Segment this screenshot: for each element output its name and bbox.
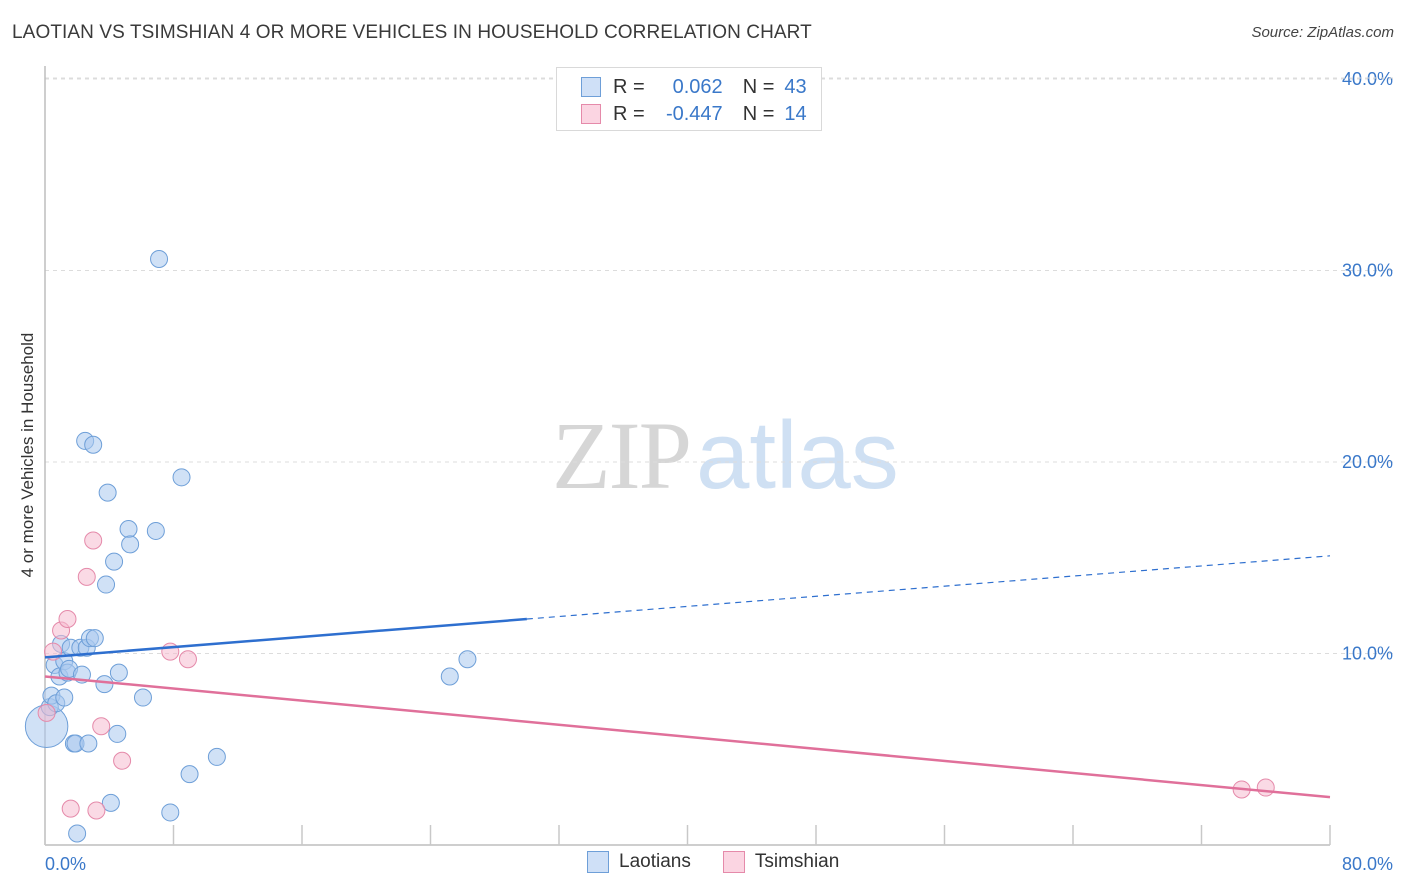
y-tick-label: 10.0%: [1342, 644, 1393, 664]
tsimshian-point: [61, 799, 80, 818]
laotians-point: [207, 747, 226, 766]
r-value-laotians: 0.062: [672, 75, 723, 98]
tsimshian-point: [37, 703, 56, 722]
laotians-legend-swatch: [587, 851, 609, 873]
laotians-point: [95, 675, 114, 694]
tsimshian-legend-swatch: [722, 851, 745, 873]
n-value-laotians: 43: [784, 75, 807, 98]
laotians-point: [109, 663, 128, 682]
tsimshian-point: [113, 751, 132, 770]
laotians-point: [440, 667, 459, 686]
laotians-point: [101, 793, 120, 812]
laotians-point: [146, 521, 165, 540]
tsimshian-point: [58, 610, 77, 629]
laotians-point: [97, 575, 116, 594]
tsimshian-point: [161, 642, 180, 661]
tsimshian-point: [92, 717, 111, 736]
r-value-tsimshian: -0.447: [665, 102, 723, 125]
laotians-swatch: [581, 77, 601, 97]
r-label: R =: [613, 75, 645, 98]
tsimshian-point: [84, 531, 103, 550]
laotians-point: [161, 803, 180, 822]
laotians-point: [458, 650, 477, 669]
n-value-tsimshian: 14: [784, 102, 807, 125]
correlation-legend: R = 0.062 N = 43 R = -0.447 N = 14: [556, 67, 822, 131]
laotians-point: [172, 468, 191, 487]
laotians-point: [98, 483, 117, 502]
tsimshian-trendline: [44, 675, 1331, 799]
laotians-point: [180, 765, 199, 784]
laotians-point: [133, 688, 152, 707]
legend-label-tsimshian: Tsimshian: [754, 851, 840, 872]
laotians-point: [105, 552, 124, 571]
x-tick-label: 80.0%: [1342, 854, 1393, 874]
legend-item-laotians: Laotians: [587, 851, 691, 873]
laotians-point: [68, 824, 87, 843]
laotians-point: [79, 734, 98, 753]
legend-label-laotians: Laotians: [619, 851, 691, 872]
n-label: N =: [742, 102, 775, 125]
n-label: N =: [742, 75, 775, 98]
tsimshian-point: [178, 650, 197, 669]
laotians-point: [121, 535, 140, 554]
laotians-trendline-extrapolated: [526, 555, 1331, 620]
tsimshian-point: [87, 801, 106, 820]
tsimshian-swatch: [581, 104, 601, 124]
r-label: R =: [613, 102, 645, 125]
source-credit: Source: ZipAtlas.com: [1251, 24, 1394, 41]
laotians-trendline: [44, 617, 527, 659]
x-tick-label: 0.0%: [45, 854, 86, 874]
chart-title: LAOTIAN VS TSIMSHIAN 4 OR MORE VEHICLES …: [12, 22, 812, 43]
legend-item-tsimshian: Tsimshian: [722, 851, 840, 873]
laotians-point: [55, 688, 74, 707]
tsimshian-point: [1256, 778, 1275, 797]
laotians-point: [150, 250, 169, 269]
y-tick-label: 40.0%: [1342, 69, 1393, 89]
laotians-point: [84, 435, 103, 454]
legend-row-tsimshian: R = -0.447 N = 14: [581, 101, 807, 127]
legend-row-laotians: R = 0.062 N = 43: [581, 74, 807, 100]
laotians-point: [119, 520, 138, 539]
y-tick-label: 30.0%: [1342, 261, 1393, 281]
laotians-point: [108, 724, 127, 743]
laotians-point: [85, 629, 104, 648]
y-tick-label: 20.0%: [1342, 452, 1393, 472]
tsimshian-point: [77, 567, 96, 586]
series-legend: Laotians Tsimshian: [587, 851, 871, 873]
